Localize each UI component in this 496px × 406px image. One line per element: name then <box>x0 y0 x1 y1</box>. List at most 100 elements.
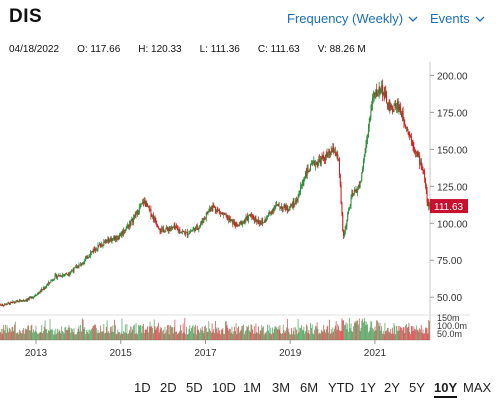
price-candle-body <box>403 119 405 124</box>
range-1m-button[interactable]: 1M <box>243 380 262 395</box>
price-chart[interactable]: 200.00 175.00 150.00 125.00 100.00 75.00 50.00… <box>0 60 496 370</box>
price-candle-body <box>410 136 412 141</box>
volume-bar <box>43 331 44 340</box>
volume-bar <box>219 334 221 340</box>
price-candle-body <box>372 98 374 105</box>
price-candle-body <box>238 222 240 226</box>
volume-bar <box>406 327 408 340</box>
volume-bar <box>166 329 168 340</box>
range-6m-button[interactable]: 6M <box>300 380 319 395</box>
volume-bar <box>155 329 157 340</box>
price-candle-body <box>202 221 204 223</box>
price-candle-body <box>315 162 317 165</box>
price-candle-body <box>99 243 101 247</box>
price-candle-body <box>185 232 187 235</box>
volume-bar <box>43 326 45 340</box>
frequency-dropdown[interactable]: Frequency (Weekly) <box>287 11 418 26</box>
price-candle-body <box>216 209 218 212</box>
price-candle-body <box>427 201 429 204</box>
volume-bar <box>150 327 152 340</box>
price-candle-body <box>84 259 86 262</box>
volume-bar <box>160 326 162 340</box>
volume-bar <box>14 321 16 340</box>
price-candle-body <box>329 153 331 155</box>
price-candle-body <box>377 91 379 94</box>
price-candle-body <box>150 209 152 216</box>
price-candle-body <box>289 207 291 211</box>
range-10d-button[interactable]: 10D <box>212 380 236 395</box>
price-candle-body <box>164 231 166 233</box>
volume-bar <box>317 328 319 340</box>
volume-bar <box>81 331 82 340</box>
price-candle-body <box>224 213 226 215</box>
volume-bar <box>319 332 321 340</box>
volume-bar <box>44 320 46 340</box>
price-tick-label: 50.00 <box>437 293 462 304</box>
price-candle-body <box>15 300 17 303</box>
range-1d-button[interactable]: 1D <box>134 380 151 395</box>
price-candle-body <box>355 189 357 192</box>
price-candle-body <box>182 231 184 233</box>
price-candle-body <box>31 297 33 299</box>
volume-bar <box>85 334 86 340</box>
range-5y-button[interactable]: 5Y <box>409 380 425 395</box>
range-10y-button[interactable]: 10Y <box>434 380 458 398</box>
price-candle-body <box>273 208 275 211</box>
range-5d-button[interactable]: 5D <box>186 380 203 395</box>
price-candle-body <box>58 275 60 277</box>
volume-bar <box>278 329 280 340</box>
range-1y-button[interactable]: 1Y <box>360 380 376 395</box>
price-candle-body <box>406 126 408 131</box>
volume-bar <box>399 326 401 340</box>
price-candle-body <box>428 203 430 207</box>
volume-bar <box>210 330 211 340</box>
range-2d-button[interactable]: 2D <box>160 380 177 395</box>
price-candle-body <box>161 228 163 232</box>
price-candle-body <box>193 228 195 230</box>
price-candle-body <box>415 150 417 153</box>
price-candle-body <box>97 245 99 249</box>
volume-bar <box>33 329 34 340</box>
volume-bar <box>301 325 302 340</box>
volume-bar <box>83 328 85 340</box>
volume-bar <box>248 325 249 340</box>
volume-bar <box>262 326 264 340</box>
volume-bar <box>38 333 40 340</box>
time-tick-label: 2015 <box>110 348 133 359</box>
price-candle-body <box>344 226 346 234</box>
volume-bar <box>174 319 176 340</box>
price-candle-body <box>240 221 242 223</box>
volume-bar <box>224 333 225 340</box>
volume-bar <box>108 331 110 340</box>
price-candle-body <box>29 297 31 299</box>
volume-bar <box>373 331 375 340</box>
price-candle-body <box>214 206 216 208</box>
volume-bar <box>257 332 258 340</box>
volume-bar <box>32 332 34 340</box>
price-candle-body <box>301 182 303 186</box>
range-ytd-button[interactable]: YTD <box>328 380 354 395</box>
range-2y-button[interactable]: 2Y <box>384 380 400 395</box>
range-max-button[interactable]: MAX <box>463 380 492 395</box>
volume-bar <box>330 329 332 340</box>
volume-bar <box>147 326 149 340</box>
price-candle-body <box>417 153 419 156</box>
volume-bar <box>415 329 416 340</box>
range-3m-button[interactable]: 3M <box>272 380 291 395</box>
volume-bar <box>308 330 310 340</box>
volume-bar <box>144 329 146 340</box>
price-candle-body <box>266 217 268 221</box>
price-tick-label: 150.00 <box>437 145 468 156</box>
volume-bar <box>363 322 364 340</box>
volume-bar <box>227 327 229 340</box>
volume-bar <box>141 332 143 340</box>
volume-bar <box>286 319 288 340</box>
price-candle-body <box>35 295 37 297</box>
volume-bar <box>191 327 192 340</box>
price-candle-body <box>252 215 254 220</box>
price-chart-svg[interactable]: 200.00 175.00 150.00 125.00 100.00 75.00 50.00… <box>0 60 496 370</box>
events-dropdown[interactable]: Events <box>430 11 485 26</box>
volume-bar <box>139 325 141 340</box>
price-candle-body <box>253 219 255 221</box>
volume-bar <box>99 332 101 340</box>
